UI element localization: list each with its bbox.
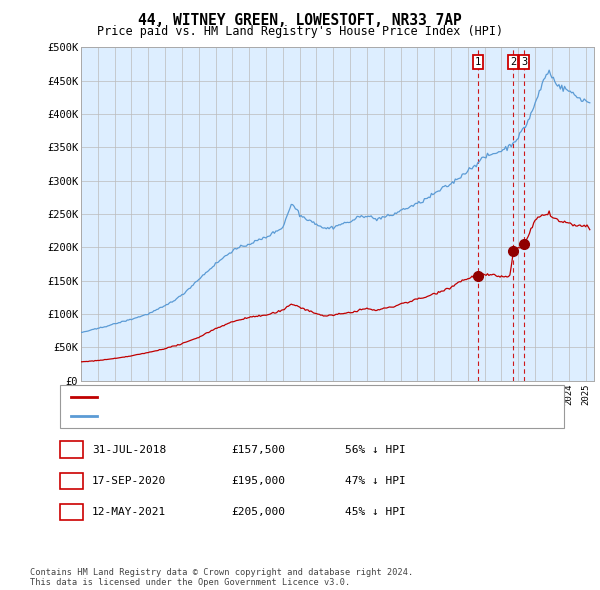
Text: 2: 2 [510, 57, 517, 67]
Text: Contains HM Land Registry data © Crown copyright and database right 2024.
This d: Contains HM Land Registry data © Crown c… [30, 568, 413, 587]
Text: HPI: Average price, detached house, East Suffolk: HPI: Average price, detached house, East… [103, 411, 403, 421]
Text: 44, WITNEY GREEN, LOWESTOFT, NR33 7AP: 44, WITNEY GREEN, LOWESTOFT, NR33 7AP [138, 13, 462, 28]
Text: 2: 2 [68, 476, 75, 486]
Text: 47% ↓ HPI: 47% ↓ HPI [345, 476, 406, 486]
Text: 1: 1 [475, 57, 481, 67]
Text: 3: 3 [521, 57, 527, 67]
Text: 56% ↓ HPI: 56% ↓ HPI [345, 445, 406, 454]
Text: 1: 1 [68, 445, 75, 454]
Text: 31-JUL-2018: 31-JUL-2018 [92, 445, 166, 454]
Text: 3: 3 [68, 507, 75, 517]
Text: 45% ↓ HPI: 45% ↓ HPI [345, 507, 406, 517]
Text: £205,000: £205,000 [231, 507, 285, 517]
Text: 44, WITNEY GREEN, LOWESTOFT, NR33 7AP (detached house): 44, WITNEY GREEN, LOWESTOFT, NR33 7AP (d… [103, 392, 440, 402]
Text: 17-SEP-2020: 17-SEP-2020 [92, 476, 166, 486]
Text: £195,000: £195,000 [231, 476, 285, 486]
Text: 12-MAY-2021: 12-MAY-2021 [92, 507, 166, 517]
Text: £157,500: £157,500 [231, 445, 285, 454]
Text: Price paid vs. HM Land Registry's House Price Index (HPI): Price paid vs. HM Land Registry's House … [97, 25, 503, 38]
